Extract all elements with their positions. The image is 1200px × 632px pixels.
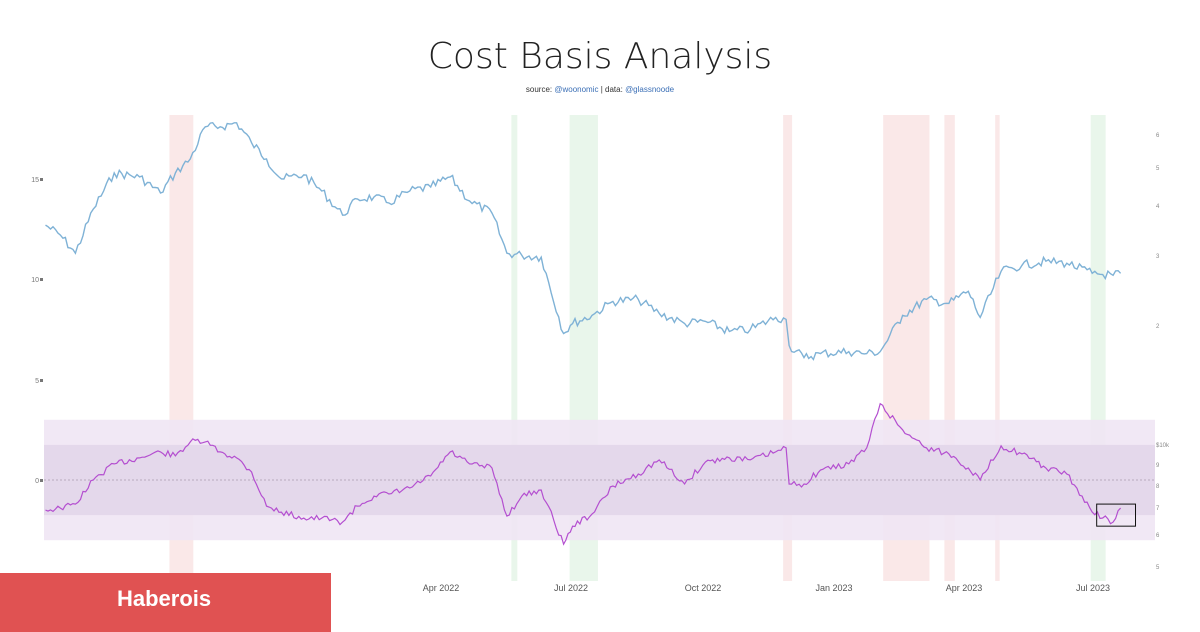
right-y-tick-label: $10k — [1156, 443, 1170, 449]
right-y-tick-label: 6 — [1156, 133, 1160, 139]
shaded-period-green — [511, 115, 518, 581]
x-tick-label: Jul 2023 — [1076, 583, 1110, 593]
brand-banner: Haberois — [0, 573, 331, 632]
brand-logo-text: Haberois — [117, 586, 212, 611]
right-y-tick-label: 6 — [1156, 533, 1160, 539]
data-link[interactable]: @glassnoode — [625, 85, 675, 94]
shaded-period-red — [995, 115, 1000, 581]
right-y-tick-label: 5 — [1156, 565, 1160, 571]
right-y-tick-label: 9 — [1156, 463, 1160, 469]
oscillator-series-line — [45, 402, 1122, 546]
x-tick-label: Jul 2022 — [554, 583, 588, 593]
left-y-tick-mark — [40, 379, 43, 382]
shaded-period-red — [944, 115, 955, 581]
source-label: source: — [525, 85, 553, 94]
left-y-tick-mark — [40, 278, 43, 281]
oscillator-bands — [44, 419, 1155, 541]
left-y-tick-mark — [40, 479, 43, 482]
highlight-box — [1096, 503, 1137, 527]
x-tick-label: Oct 2022 — [685, 583, 722, 593]
right-y-tick-label: 3 — [1156, 254, 1160, 260]
right-y-tick-label: 2 — [1156, 324, 1160, 330]
x-tick-label: Apr 2022 — [423, 583, 460, 593]
right-y-tick-label: 7 — [1156, 506, 1160, 512]
source-separator: | data: — [600, 85, 623, 94]
left-y-tick-label: 0 — [35, 478, 39, 485]
chart-source: source: @woonomic | data: @glassnoode — [0, 85, 1200, 94]
left-y-tick-label: 10 — [31, 277, 39, 284]
right-y-tick-label: 4 — [1156, 204, 1160, 210]
x-tick-label: Jan 2023 — [815, 583, 852, 593]
shaded-period-red — [783, 115, 793, 581]
x-tick-label: Apr 2023 — [946, 583, 983, 593]
left-y-tick-label: 5 — [35, 378, 39, 385]
series-lines — [45, 121, 1137, 546]
right-y-tick-label: 5 — [1156, 166, 1160, 172]
source-link[interactable]: @woonomic — [554, 85, 599, 94]
left-y-tick-label: 15 — [31, 177, 39, 184]
chart-title: Cost Basis Analysis — [427, 36, 773, 77]
right-y-tick-label: 8 — [1156, 484, 1160, 490]
left-y-tick-mark — [40, 178, 43, 181]
price-series-line — [45, 121, 1122, 361]
